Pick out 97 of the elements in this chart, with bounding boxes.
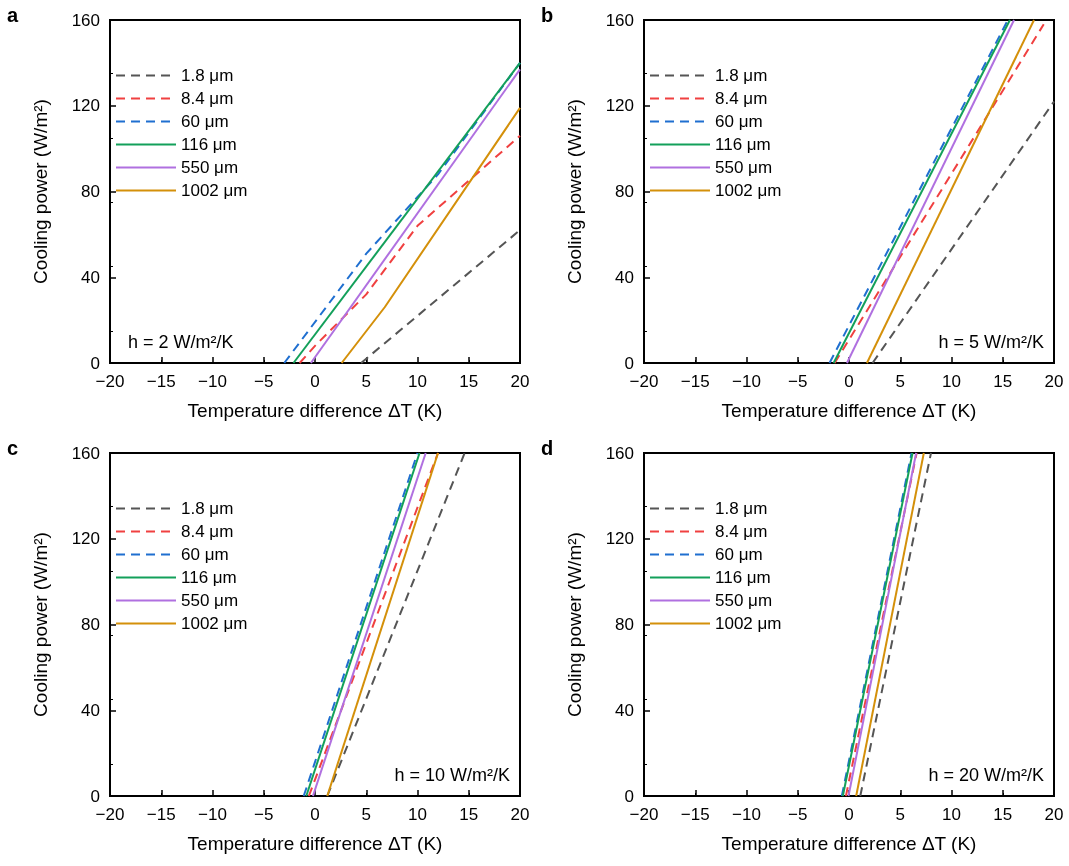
legend-label: 116 μm: [715, 135, 771, 154]
legend-label: 1.8 μm: [181, 499, 234, 518]
y-axis-title: Cooling power (W/m²): [30, 532, 51, 717]
x-tick-label: −15: [146, 805, 176, 824]
legend-label: 60 μm: [181, 545, 229, 564]
y-axis-title: Cooling power (W/m²): [30, 99, 51, 284]
legend-label: 8.4 μm: [181, 522, 234, 541]
y-tick-label: 160: [605, 443, 634, 463]
y-tick-label: 160: [71, 10, 100, 30]
legend-label: 550 μm: [181, 591, 239, 610]
legend-label: 550 μm: [715, 158, 773, 177]
x-axis-title: Temperature difference ΔT (K): [721, 400, 977, 421]
y-tick-label: 80: [615, 182, 634, 201]
y-tick-label: 80: [615, 615, 634, 634]
x-tick-label: −20: [629, 805, 659, 824]
x-tick-label: 15: [993, 372, 1013, 391]
legend-label: 550 μm: [181, 158, 239, 177]
annotation: h = 2 W/m²/K: [128, 332, 234, 352]
x-tick-label: 20: [1044, 372, 1064, 391]
x-tick-label: −20: [95, 805, 125, 824]
y-tick-label: 40: [81, 267, 100, 287]
chart-title: b: [541, 4, 554, 26]
x-tick-label: −10: [198, 372, 227, 391]
y-tick-label: 0: [90, 353, 100, 373]
x-tick-label: 20: [510, 805, 530, 824]
x-tick-label: 0: [310, 372, 320, 391]
x-tick-label: 15: [459, 372, 479, 391]
y-tick-label: 0: [624, 353, 634, 373]
legend-label: 60 μm: [715, 545, 763, 564]
x-tick-label: 5: [895, 805, 905, 824]
x-tick-label: 10: [942, 805, 961, 824]
x-axis-title: Temperature difference ΔT (K): [187, 400, 443, 421]
y-axis-title: Cooling power (W/m²): [564, 99, 585, 284]
legend-label: 550 μm: [715, 591, 773, 610]
legend-label: 1.8 μm: [181, 66, 234, 85]
x-tick-label: 15: [459, 805, 479, 824]
y-tick-label: 160: [71, 443, 100, 463]
legend-label: 1.8 μm: [715, 66, 768, 85]
annotation: h = 20 W/m²/K: [928, 765, 1045, 785]
x-tick-label: −5: [788, 372, 808, 391]
y-tick-label: 120: [605, 96, 634, 116]
y-tick-label: 120: [71, 529, 100, 549]
x-axis-title: Temperature difference ΔT (K): [721, 833, 977, 854]
y-tick-label: 0: [90, 786, 100, 806]
legend-label: 8.4 μm: [715, 89, 768, 108]
legend-label: 1002 μm: [181, 181, 248, 200]
x-tick-label: 0: [844, 372, 854, 391]
x-tick-label: 5: [361, 372, 371, 391]
y-tick-label: 120: [605, 529, 634, 549]
legend-label: 1002 μm: [181, 614, 248, 633]
x-tick-label: −15: [680, 372, 710, 391]
y-tick-label: 80: [81, 182, 100, 201]
chart-title: d: [541, 437, 554, 459]
x-tick-label: 10: [942, 372, 961, 391]
x-tick-label: −5: [254, 805, 274, 824]
y-tick-label: 40: [615, 267, 634, 287]
legend-label: 116 μm: [181, 568, 237, 587]
x-tick-label: 20: [510, 372, 530, 391]
chart-title: a: [7, 4, 19, 26]
x-tick-label: −20: [629, 372, 659, 391]
x-tick-label: −10: [732, 805, 761, 824]
x-tick-label: −10: [732, 372, 761, 391]
legend-label: 1002 μm: [715, 181, 782, 200]
x-tick-label: −20: [95, 372, 125, 391]
x-tick-label: −5: [788, 805, 808, 824]
legend-label: 1002 μm: [715, 614, 782, 633]
line-series: [298, 134, 521, 364]
legend-label: 60 μm: [715, 112, 763, 131]
legend-label: 8.4 μm: [715, 522, 768, 541]
chart-title: c: [7, 437, 19, 459]
x-tick-label: 15: [993, 805, 1013, 824]
x-axis-title: Temperature difference ΔT (K): [187, 833, 443, 854]
y-tick-label: 160: [605, 10, 634, 30]
x-tick-label: −5: [254, 372, 274, 391]
x-tick-label: 10: [408, 805, 427, 824]
y-tick-label: 80: [81, 615, 100, 634]
legend-label: 60 μm: [181, 112, 229, 131]
y-axis-title: Cooling power (W/m²): [564, 532, 585, 717]
legend-label: 1.8 μm: [715, 499, 768, 518]
y-tick-label: 40: [615, 700, 634, 720]
y-tick-label: 40: [81, 700, 100, 720]
x-tick-label: −15: [680, 805, 710, 824]
annotation: h = 5 W/m²/K: [938, 332, 1045, 352]
legend-label: 116 μm: [181, 135, 237, 154]
x-tick-label: 0: [844, 805, 854, 824]
x-tick-label: 0: [310, 805, 320, 824]
x-tick-label: −15: [146, 372, 176, 391]
x-tick-label: 5: [895, 372, 905, 391]
y-tick-label: 0: [624, 786, 634, 806]
annotation: h = 10 W/m²/K: [394, 765, 511, 785]
x-tick-label: 10: [408, 372, 427, 391]
y-tick-label: 120: [71, 96, 100, 116]
x-tick-label: 5: [361, 805, 371, 824]
x-tick-label: 20: [1044, 805, 1064, 824]
legend-label: 116 μm: [715, 568, 771, 587]
legend-label: 8.4 μm: [181, 89, 234, 108]
x-tick-label: −10: [198, 805, 227, 824]
